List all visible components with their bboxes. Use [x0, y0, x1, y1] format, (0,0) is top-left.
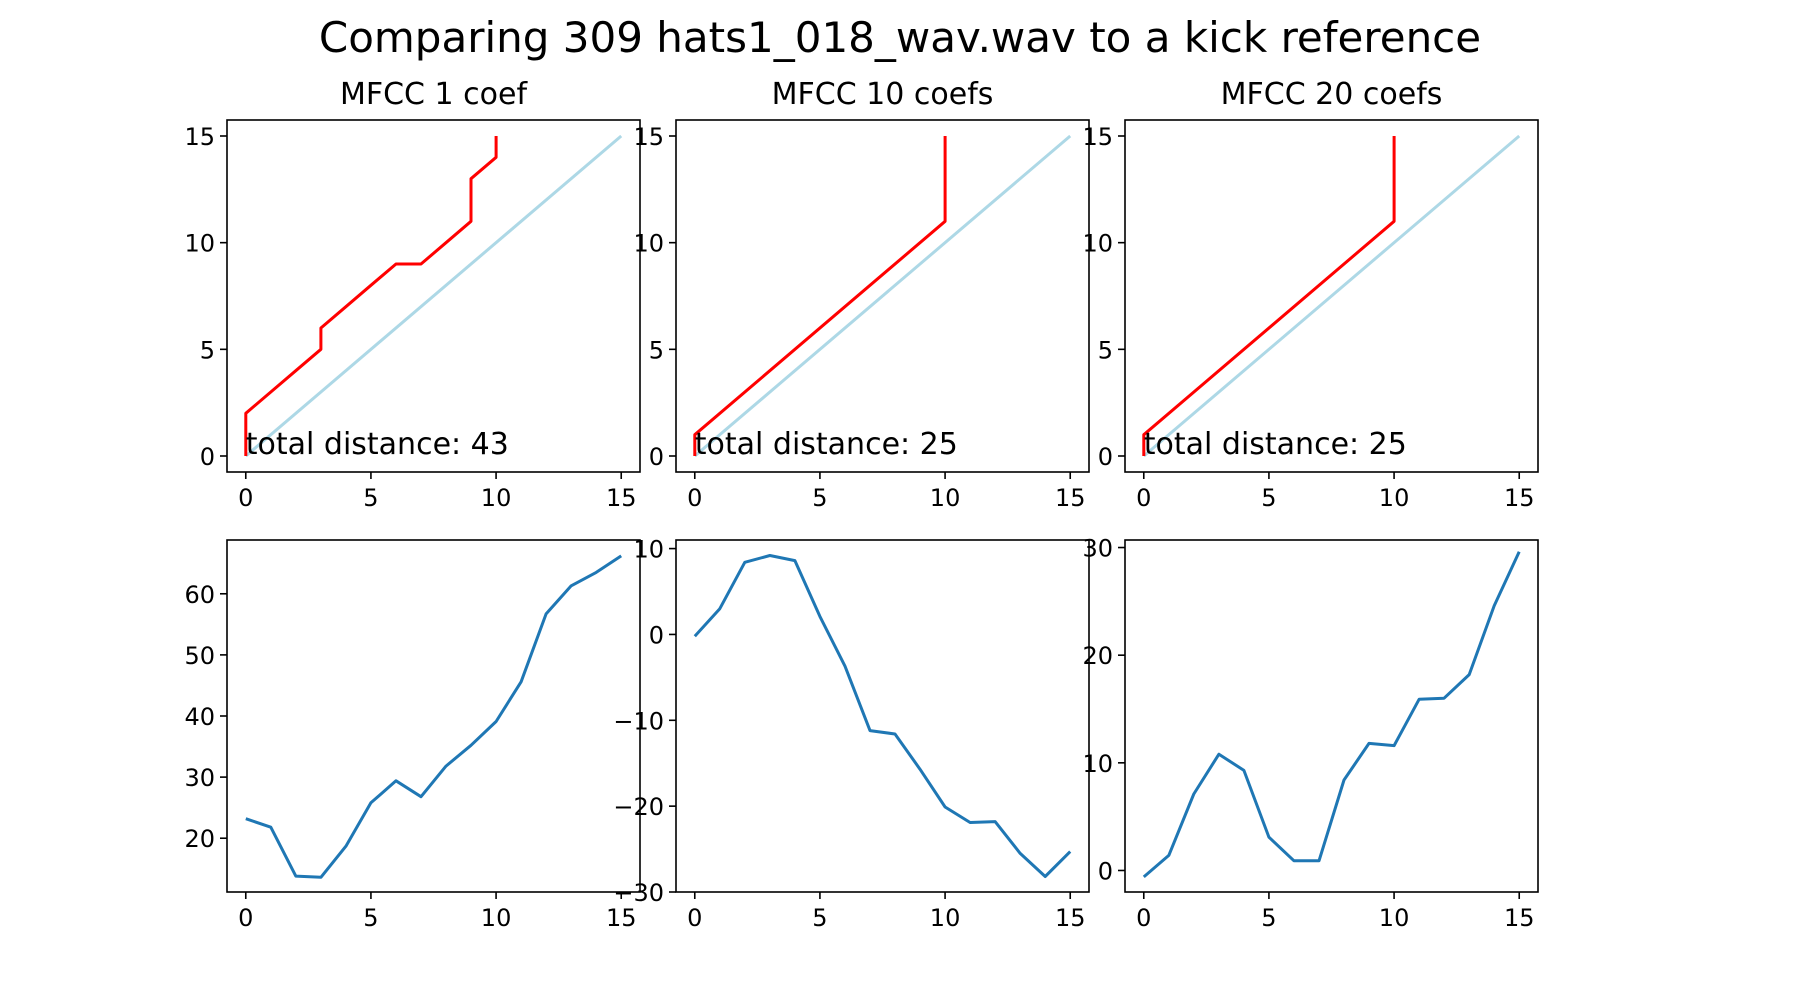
series-line-1: [693, 554, 1072, 878]
y-tick-label: 10: [1082, 750, 1113, 778]
y-tick-label: 10: [1082, 230, 1113, 258]
series-line-2: [693, 136, 947, 456]
x-tick-label: 10: [481, 904, 512, 932]
axes-frame: [1124, 119, 1539, 473]
series-line-2: [244, 136, 498, 456]
series-line-2: [1142, 136, 1396, 456]
subplot-3: MFCC 20 coefs 0 5 10 15 0 5 10 15 total distance:…: [1082, 77, 1539, 512]
x-tick-label: 5: [812, 904, 827, 932]
subplot-title: MFCC 10 coefs: [772, 77, 994, 112]
x-tick-label: 0: [1136, 484, 1151, 512]
y-tick-label: 50: [184, 642, 215, 670]
subplot-5: 0 5 10 15 10 0 −10 −20 −30: [613, 536, 1090, 932]
y-tick-label: 30: [1082, 535, 1113, 563]
y-tick-label: 15: [184, 123, 215, 151]
y-tick-label: 20: [184, 825, 215, 853]
total-distance-label: total distance: 43: [246, 427, 509, 462]
y-tick-label: −30: [613, 879, 664, 907]
x-tick-label: 10: [481, 484, 512, 512]
subplot-1: MFCC 1 coef 0 5 10 15 0 5 10 15 total distance: 4…: [184, 77, 641, 512]
y-tick-label: 0: [649, 621, 664, 649]
y-tick-label: 10: [184, 230, 215, 258]
total-distance-label: total distance: 25: [1144, 427, 1407, 462]
series-line-1: [693, 134, 1072, 458]
y-tick-label: 20: [1082, 642, 1113, 670]
y-tick-label: 0: [1098, 857, 1113, 885]
series-line-1: [1142, 134, 1521, 458]
x-tick-label: 15: [606, 904, 637, 932]
axes-frame: [226, 119, 641, 473]
y-tick-label: 15: [633, 123, 664, 151]
x-tick-label: 5: [1261, 904, 1276, 932]
x-tick-label: 0: [687, 904, 702, 932]
subplot-title: MFCC 1 coef: [340, 77, 528, 112]
axes-frame: [675, 119, 1090, 473]
axes-frame: [226, 539, 641, 893]
x-tick-label: 0: [1136, 904, 1151, 932]
x-tick-label: 5: [812, 484, 827, 512]
series-line-1: [1142, 551, 1521, 879]
figure-title: Comparing 309 hats1_018_wav.wav to a kic…: [319, 13, 1481, 62]
y-tick-label: 5: [1098, 336, 1113, 364]
x-tick-label: 15: [606, 484, 637, 512]
y-tick-label: 5: [649, 336, 664, 364]
series-line-1: [244, 134, 623, 458]
y-tick-label: 60: [184, 581, 215, 609]
y-tick-label: 10: [633, 536, 664, 564]
x-tick-label: 15: [1055, 904, 1086, 932]
series-line-1: [245, 554, 623, 879]
x-tick-label: 0: [238, 904, 253, 932]
y-tick-label: 5: [200, 336, 215, 364]
y-tick-label: 30: [184, 764, 215, 792]
y-tick-label: 0: [200, 443, 215, 471]
x-tick-label: 15: [1504, 484, 1535, 512]
y-tick-label: 0: [649, 443, 664, 471]
x-tick-label: 10: [1379, 484, 1410, 512]
y-tick-label: −20: [613, 793, 664, 821]
subplot-title: MFCC 20 coefs: [1221, 77, 1443, 112]
x-tick-label: 10: [930, 484, 961, 512]
x-tick-label: 10: [930, 904, 961, 932]
x-tick-label: 5: [1261, 484, 1276, 512]
axes-frame: [675, 539, 1090, 893]
total-distance-label: total distance: 25: [695, 427, 958, 462]
y-tick-label: 15: [1082, 123, 1113, 151]
x-tick-label: 15: [1055, 484, 1086, 512]
y-tick-label: −10: [613, 707, 664, 735]
y-tick-label: 10: [633, 230, 664, 258]
subplot-2: MFCC 10 coefs 0 5 10 15 0 5 10 15 total distance:…: [633, 77, 1090, 512]
x-tick-label: 15: [1504, 904, 1535, 932]
x-tick-label: 10: [1379, 904, 1410, 932]
x-tick-label: 0: [687, 484, 702, 512]
x-tick-label: 5: [363, 904, 378, 932]
y-tick-label: 0: [1098, 443, 1113, 471]
x-tick-label: 0: [238, 484, 253, 512]
subplot-6: 0 5 10 15 0 10 20 30: [1082, 535, 1539, 932]
axes-frame: [1124, 539, 1539, 893]
y-tick-label: 40: [184, 703, 215, 731]
subplot-4: 0 5 10 15 20 30 40 50 60: [184, 539, 641, 932]
x-tick-label: 5: [363, 484, 378, 512]
